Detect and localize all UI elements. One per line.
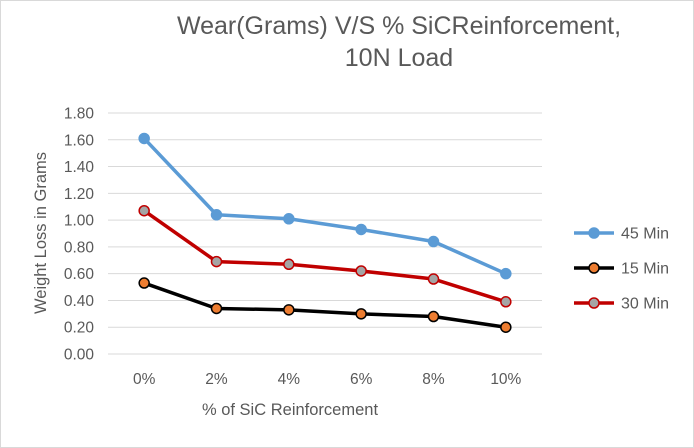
chart-title-line-1: Wear(Grams) V/S % SiCReinforcement,	[177, 12, 621, 40]
legend-marker-45-min	[588, 227, 600, 239]
y-axis-ticks: 0.00 0.20 0.40 0.60 0.80 1.00 1.20 1.40 1.60 1.80	[64, 106, 95, 364]
series-line-15-min	[142, 281, 508, 329]
legend-marker-15-min	[588, 262, 600, 274]
legend-label-15-min: 15 Min	[621, 261, 669, 278]
legend-label-30-min: 30 Min	[621, 296, 669, 313]
y-tick-label: 0.60	[64, 266, 95, 283]
series-group	[138, 132, 512, 333]
data-point-30-min	[210, 255, 223, 268]
series-line-30-min	[142, 208, 508, 304]
data-point-15-min	[283, 304, 295, 316]
x-tick-label: 2%	[205, 371, 228, 388]
y-tick-label: 1.60	[64, 132, 95, 149]
data-point-30-min	[138, 204, 150, 217]
y-tick-label: 1.00	[64, 213, 95, 230]
y-axis-title: Weight Loss in Grams	[32, 152, 50, 314]
data-point-45-min	[355, 223, 367, 236]
data-point-30-min	[283, 258, 295, 271]
data-point-15-min	[138, 277, 150, 289]
data-point-15-min	[355, 308, 367, 320]
series-line-45-min	[142, 136, 508, 276]
x-tick-label: 6%	[350, 371, 373, 388]
x-tick-label: 0%	[133, 371, 156, 388]
data-point-45-min	[138, 132, 150, 145]
y-tick-label: 0.20	[64, 320, 95, 337]
data-point-15-min	[210, 302, 223, 315]
data-point-30-min	[500, 296, 512, 308]
data-point-45-min	[283, 213, 295, 225]
legend: 45 Min 15 Min 30 Min	[574, 226, 669, 313]
x-tick-label: 10%	[490, 371, 521, 388]
data-point-45-min	[500, 267, 512, 280]
data-point-30-min	[427, 273, 440, 285]
x-axis-title: % of SiC Reinforcement	[202, 401, 378, 419]
x-axis-ticks: 0% 2% 4% 6% 8% 10%	[133, 371, 522, 388]
legend-marker-30-min	[588, 297, 600, 309]
legend-label-45-min: 45 Min	[621, 226, 669, 243]
data-point-45-min	[210, 209, 223, 221]
data-point-30-min	[355, 265, 367, 277]
data-point-15-min	[500, 321, 512, 333]
x-tick-label: 4%	[278, 371, 301, 388]
y-tick-label: 1.40	[64, 159, 95, 176]
x-tick-label: 8%	[422, 371, 445, 388]
data-point-45-min	[427, 235, 440, 248]
y-tick-label: 0.40	[64, 293, 95, 310]
y-tick-label: 0.00	[64, 347, 95, 364]
chart-title-line-2: 10N Load	[345, 44, 453, 72]
y-tick-label: 1.20	[64, 186, 95, 203]
data-point-15-min	[427, 310, 440, 323]
gridlines	[108, 112, 542, 355]
y-tick-label: 0.80	[64, 239, 95, 256]
y-tick-label: 1.80	[64, 106, 95, 123]
